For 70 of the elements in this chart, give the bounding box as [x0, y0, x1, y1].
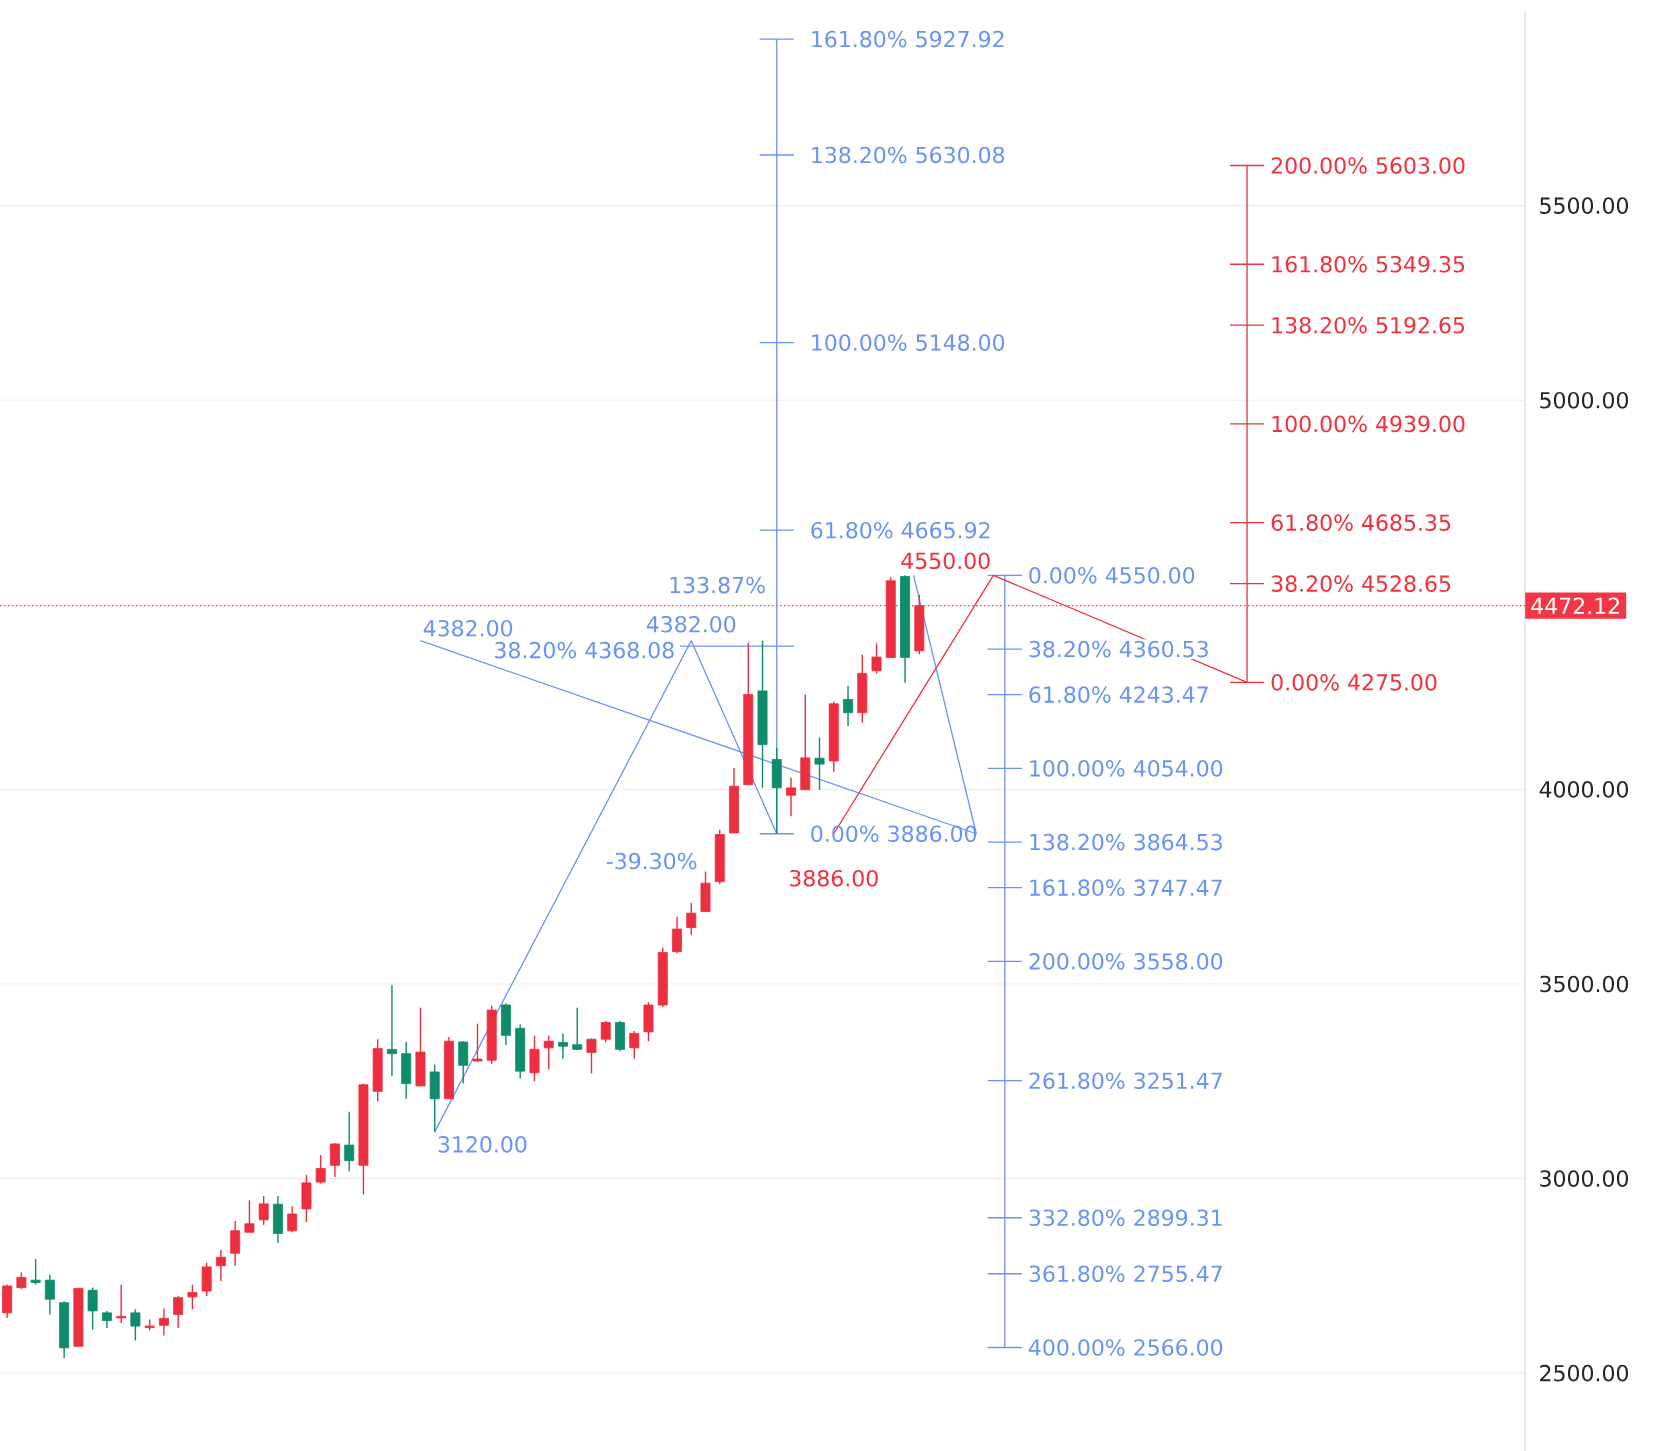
candlestick — [786, 777, 796, 817]
ref-line-label: 0.00% 4550.00 — [1029, 567, 1195, 584]
ref-line-label: 61.80% 4243.47 — [1029, 686, 1208, 703]
y-tick-label: 4000.00 — [1539, 781, 1629, 798]
ref-line-label: 161.80% 3747.47 — [1030, 879, 1222, 896]
candlestick — [814, 736, 825, 791]
candlestick — [600, 1020, 611, 1044]
candlestick — [386, 984, 397, 1077]
ref-line-label: 61.80% 4685.35 — [1271, 514, 1451, 531]
ref-line-label: 4472.12 — [1531, 597, 1619, 614]
ref-line-label: 261.80% 3251.47 — [1029, 1072, 1222, 1090]
annotation: 4382.00 — [423, 619, 513, 637]
y-tick-label: 2500.00 — [1540, 1364, 1629, 1382]
annotation: -39.30% — [606, 852, 697, 870]
candlestick — [173, 1295, 184, 1329]
candlestick — [244, 1199, 255, 1233]
ref-line-label: 361.80% 2755.47 — [1029, 1265, 1222, 1283]
ref-line-label: 200.00% 5603.00 — [1271, 157, 1465, 174]
candlestick — [572, 1007, 583, 1051]
y-tick-label: 3000.00 — [1540, 1170, 1629, 1187]
ref-line-label: 138.20% 3864.53 — [1030, 833, 1222, 851]
candlestick — [30, 1258, 41, 1286]
candlestick — [843, 685, 853, 727]
ref-line-label: 38.20% 4368.08 — [495, 641, 674, 659]
candlestick — [871, 642, 882, 675]
candlestick — [558, 1032, 568, 1060]
candlestick — [116, 1284, 127, 1324]
candlestick — [215, 1249, 226, 1282]
ref-line-label: 0.00% 3886.00 — [811, 825, 977, 843]
annotation: 3886.00 — [789, 869, 878, 887]
ref-line-label: 38.20% 4528.65 — [1271, 575, 1451, 592]
annotation: 133.87% — [670, 576, 765, 594]
candlestick — [287, 1205, 298, 1233]
ref-line-label: 100.00% 4054.00 — [1030, 760, 1223, 777]
candlestick — [158, 1307, 169, 1337]
candlestick — [258, 1195, 269, 1226]
ref-line-label: 61.80% 4665.92 — [811, 521, 990, 539]
ref-line-label: 161.80% 5349.35 — [1272, 255, 1465, 273]
candlestick — [315, 1154, 326, 1185]
ref-line-label: 100.00% 5148.00 — [812, 334, 1005, 351]
candlestick — [472, 1022, 483, 1063]
candlestick — [629, 1030, 640, 1060]
ref-line-label: 138.20% 5630.08 — [812, 146, 1005, 164]
y-tick-label: 3500.00 — [1540, 975, 1629, 993]
ref-line-label: 100.00% 4939.00 — [1272, 415, 1465, 433]
ref-line-label: 200.00% 3558.00 — [1029, 953, 1223, 970]
ref-line-label: 0.00% 4275.00 — [1271, 674, 1437, 691]
candlestick — [543, 1035, 554, 1070]
annotation: 4550.00 — [901, 552, 990, 570]
annotation: 3120.00 — [438, 1136, 527, 1153]
candlestick — [187, 1284, 198, 1311]
candlestick — [329, 1142, 340, 1178]
candlestick — [130, 1308, 141, 1342]
ref-line-label: 38.20% 4360.53 — [1029, 640, 1208, 658]
candlestick — [44, 1274, 55, 1316]
candlestick — [230, 1220, 241, 1267]
y-tick-label: 5500.00 — [1540, 197, 1629, 214]
ref-line-label: 332.80% 2899.31 — [1029, 1209, 1222, 1227]
candlestick — [586, 1037, 597, 1075]
candlestick — [458, 1040, 469, 1085]
candlestick — [672, 915, 682, 954]
ref-line-label: 161.80% 5927.92 — [812, 30, 1004, 48]
candlestick — [529, 1035, 540, 1082]
ref-line-label: 400.00% 2566.00 — [1028, 1339, 1223, 1356]
candlestick — [686, 902, 697, 936]
ref-line-label: 138.20% 5192.65 — [1272, 316, 1465, 334]
y-tick-label: 5000.00 — [1540, 391, 1629, 409]
candlestick — [344, 1110, 355, 1172]
annotation: 4382.00 — [646, 615, 736, 633]
candlestick — [87, 1286, 98, 1331]
